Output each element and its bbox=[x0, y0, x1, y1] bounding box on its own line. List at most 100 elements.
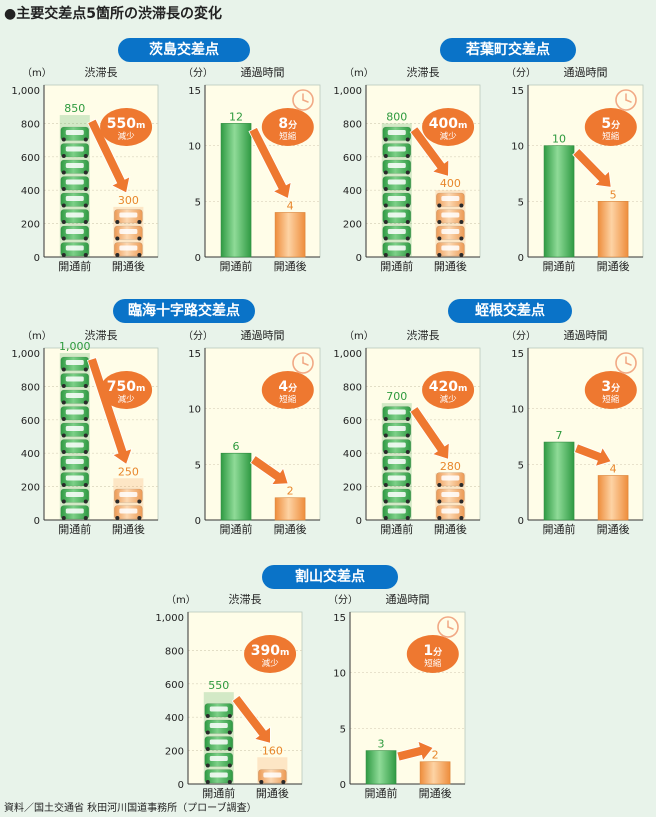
chart-2-length-ytick-0: 0 bbox=[356, 253, 362, 264]
chart-1-length-category-1: 開通後 bbox=[112, 259, 145, 273]
chart-1-length-bar-0-car-window-6 bbox=[65, 146, 84, 152]
chart-4-length-bar-1-wheel-l-2 bbox=[437, 483, 442, 487]
chart-3-length-bar-0-wheel-r-9 bbox=[83, 367, 88, 372]
chart-5-time-value-label-1: 2 bbox=[432, 749, 439, 762]
chart-3-length-bar-0-car-window-1 bbox=[65, 492, 84, 497]
chart-1-length-bar-0-wheel-l-6 bbox=[61, 154, 66, 158]
chart-2-time-clock-icon-rim bbox=[615, 89, 637, 111]
chart-3-length-bar-0-car-window-7 bbox=[65, 393, 84, 398]
chart-2-length-change-badge-value: 400m bbox=[429, 116, 468, 132]
chart-1-length-ytick-3: 600 bbox=[21, 153, 40, 164]
chart-5-length-ytick-2: 400 bbox=[165, 713, 184, 724]
chart-2-time-change-badge-value-num: 5 bbox=[601, 116, 611, 132]
chart-2-time-change-badge-value: 5分 bbox=[601, 116, 620, 132]
chart-4-length-ytick-0: 0 bbox=[356, 516, 362, 527]
chart-1-length-change-badge-value: 550m bbox=[107, 116, 146, 132]
chart-4-time-change-badge-value: 3分 bbox=[601, 379, 620, 395]
chart-5-length-value-label-1: 160 bbox=[262, 744, 283, 757]
chart-2-length-bar-0-wheel-r-7 bbox=[405, 137, 410, 142]
chart-4-length-bar-0-car-window-6 bbox=[387, 409, 406, 415]
chart-3-length-bar-0-wheel-r-7 bbox=[83, 400, 88, 405]
chart-2-length-bar-0-wheel-r-3 bbox=[405, 203, 410, 208]
chart-2-length-value-label-0: 800 bbox=[386, 110, 407, 123]
chart-4-time-bar-1 bbox=[597, 475, 629, 521]
chart-3-time-value-label-1: 2 bbox=[287, 485, 294, 498]
chart-1-length-bar-1-wheel-r-0 bbox=[137, 253, 142, 257]
chart-5-length-bar-0-wheel-r-2 bbox=[227, 747, 232, 751]
chart-2-length-change-badge-bg bbox=[422, 108, 475, 146]
chart-4-length-bar-0-wheel-r-3 bbox=[405, 466, 410, 471]
chart-2-length-bar-0-wheel-l-4 bbox=[383, 187, 388, 191]
chart-2-length-bar-0-wheel-l-2 bbox=[383, 220, 388, 224]
chart-3-time-ytick-1: 5 bbox=[195, 460, 201, 471]
chart-4-length-bar-0-wheel-r-0 bbox=[405, 516, 410, 520]
chart-3-time-change-badge-label: 短縮 bbox=[279, 394, 297, 405]
chart-4-length-value-label-1: 280 bbox=[440, 460, 461, 473]
chart-3-length-bar-0-car-window-6 bbox=[65, 409, 84, 415]
chart-3-length-bar-0-wheel-l-8 bbox=[61, 384, 66, 388]
chart-1-length-bar-0-wheel-r-6 bbox=[83, 154, 88, 158]
chart-5-time-ytick-3: 15 bbox=[333, 613, 346, 624]
chart-3-time-change-badge-value-unit: 分 bbox=[288, 382, 297, 394]
chart-3-time-ytick-3: 15 bbox=[188, 349, 201, 360]
chart-2-time-change-arrow bbox=[572, 147, 612, 188]
chart-1-time-value-label-1: 4 bbox=[287, 199, 294, 212]
chart-2-length-ytick-2: 400 bbox=[343, 186, 362, 197]
chart-3-time-ytick-2: 10 bbox=[188, 405, 201, 416]
chart-4-length-bar-1-wheel-l-1 bbox=[437, 499, 442, 504]
chart-5-time-category-1: 開通後 bbox=[419, 786, 452, 800]
chart-4-time-clock-icon-rim bbox=[615, 352, 637, 374]
chart-1-length-bar-0-car-window-4 bbox=[65, 179, 84, 185]
chart-1-length-ytick-4: 800 bbox=[21, 119, 40, 130]
chart-1-length-bar-0-wheel-l-7 bbox=[61, 137, 66, 142]
chart-3-length-category-1: 開通後 bbox=[112, 522, 145, 536]
chart-4-length-change-badge-bg bbox=[422, 371, 475, 409]
chart-3-length-bar-0-wheel-r-8 bbox=[83, 384, 88, 388]
chart-5-length-bar-0-wheel-l-4 bbox=[205, 714, 210, 718]
chart-1-length-unit: （m） bbox=[22, 67, 52, 79]
chart-3-length-bar-0-wheel-r-5 bbox=[83, 433, 88, 438]
chart-2-length-bar-0-car-window-0 bbox=[387, 245, 406, 251]
chart-2-length-bar-0-wheel-l-6 bbox=[383, 154, 388, 158]
chart-4-length-category-0: 開通前 bbox=[380, 522, 413, 536]
chart-3-time-bar-1 bbox=[274, 497, 306, 521]
chart-1-time-change-badge-label: 短縮 bbox=[279, 131, 297, 142]
chart-5-length-ytick-3: 600 bbox=[165, 680, 184, 691]
chart-5-length-ytick-4: 800 bbox=[165, 646, 184, 657]
chart-3-length-value-label-1: 250 bbox=[118, 465, 139, 478]
chart-5-time-change-badge-label: 短縮 bbox=[424, 658, 442, 669]
chart-2-time-value-label-0: 10 bbox=[552, 133, 566, 146]
chart-1-length-bar-1-wheel-l-1 bbox=[115, 236, 120, 241]
chart-2-length-bar-1-car-window-3 bbox=[441, 196, 460, 201]
chart-2-length-change-badge-value-unit: m bbox=[458, 121, 467, 131]
chart-3-length-bar-0-wheel-l-4 bbox=[61, 450, 66, 454]
chart-4-length-bar-0-car-window-2 bbox=[387, 475, 406, 481]
chart-2-time-change-badge-bg bbox=[584, 108, 637, 146]
chart-2-length-bar-0-wheel-r-6 bbox=[405, 154, 410, 158]
chart-2-length-bar-1-wheel-r-3 bbox=[459, 203, 464, 208]
chart-4-length-change-badge-value: 420m bbox=[429, 379, 468, 395]
chart-5-time-ytick-1: 5 bbox=[340, 724, 346, 735]
chart-3-length-value-label-0: 1,000 bbox=[59, 340, 91, 353]
chart-4-length-bar-0-car-window-3 bbox=[387, 459, 406, 464]
chart-2-length-bar-0-wheel-l-5 bbox=[383, 170, 388, 175]
chart-3-time-clock-icon bbox=[292, 352, 314, 374]
chart-3-length-bar-0-wheel-l-0 bbox=[61, 516, 66, 520]
chart-2-time-bar-1 bbox=[597, 201, 629, 258]
chart-5-length-bar-0-wheel-l-2 bbox=[205, 747, 210, 751]
chart-3-length-bar-0-wheel-l-6 bbox=[61, 417, 66, 421]
chart-1-length-bar-1-wheel-r-2 bbox=[137, 220, 142, 224]
intersection-title-2: 若葉町交差点 bbox=[440, 38, 576, 62]
chart-4-length-title: 渋滞長 bbox=[407, 329, 440, 342]
chart-5-time-ytick-2: 10 bbox=[333, 669, 346, 680]
chart-4-time-change-arrow bbox=[573, 443, 612, 467]
chart-1-length-bar-0-wheel-r-2 bbox=[83, 220, 88, 224]
chart-1-length-bar-0-car-window-2 bbox=[65, 212, 84, 218]
chart-2-length-bar-1-car-window-2 bbox=[441, 212, 460, 218]
chart-4-length-bar-1-wheel-r-2 bbox=[459, 483, 464, 487]
chart-4-length-ytick-4: 800 bbox=[343, 382, 362, 393]
